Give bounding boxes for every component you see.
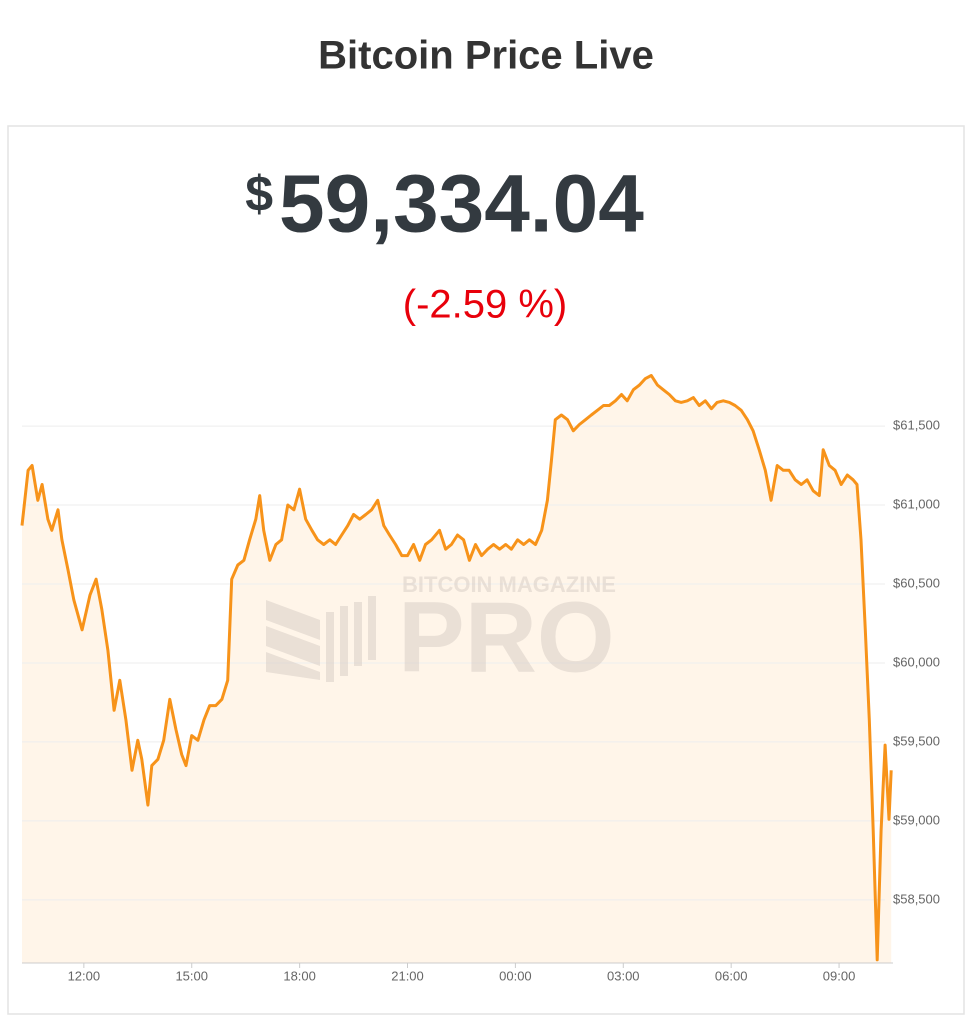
y-tick-label: $61,500 [893,418,940,433]
watermark-pro: PRO [398,581,615,693]
y-tick-label: $60,000 [893,654,940,669]
x-tick-label: 00:00 [499,968,532,983]
y-tick-label: $61,000 [893,496,940,511]
watermark-logo [266,596,376,682]
x-tick-label: 12:00 [68,968,101,983]
watermark-brand: BITCOIN MAGAZINE [402,572,616,597]
x-tick-label: 15:00 [175,968,208,983]
x-tick-label: 03:00 [607,968,640,983]
x-tick-label: 09:00 [823,968,856,983]
area-fill [22,375,892,963]
watermark: BITCOIN MAGAZINE PRO [266,572,616,693]
y-tick-label: $59,000 [893,812,940,827]
price-amount: 59,334.04 [279,159,644,250]
x-tick-label: 06:00 [715,968,748,983]
y-tick-label: $59,500 [893,733,940,748]
y-tick-label: $58,500 [893,891,940,906]
plot: $58,500 $59,000 $59,500 $60,000 $60,500 $61,0… [20,374,940,983]
price-change: (-2.59 %) [403,283,568,327]
price-line [20,374,893,962]
price-currency: $ [245,166,273,222]
x-tick-label: 21:00 [391,968,424,983]
y-tick-label: $60,500 [893,575,940,590]
x-tick-label: 18:00 [283,968,316,983]
page-title: Bitcoin Price Live [318,34,654,78]
